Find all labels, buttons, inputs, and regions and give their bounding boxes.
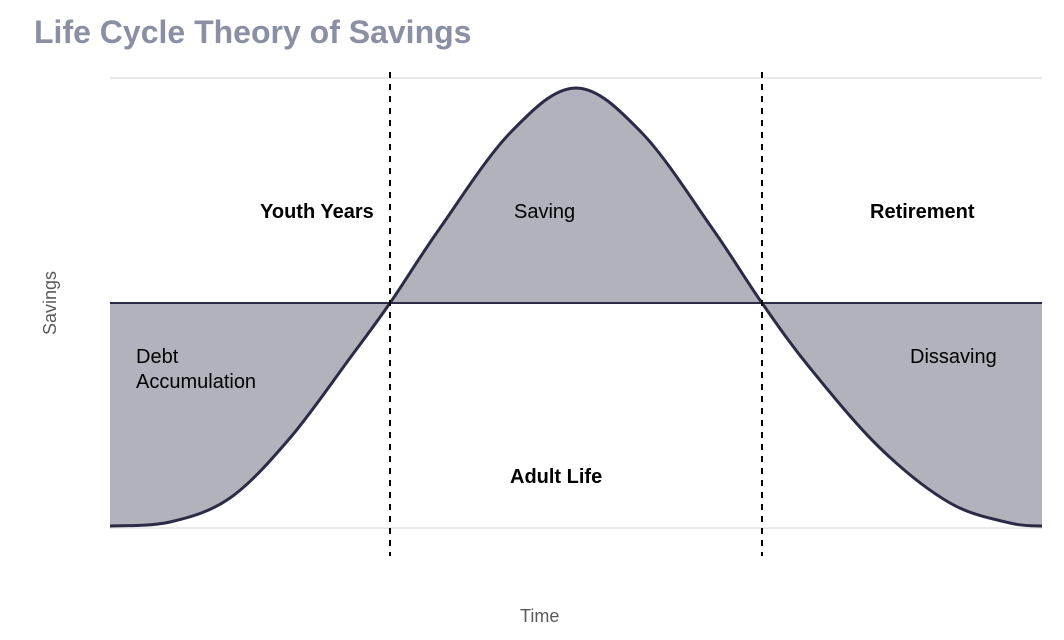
page: Life Cycle Theory of Savings Savings Tim…	[0, 0, 1064, 640]
phase-label-adult: Adult Life	[510, 465, 602, 490]
y-axis-label: Savings	[40, 271, 61, 335]
region-label-dissaving: Dissaving	[910, 345, 997, 370]
phase-label-youth: Youth Years	[260, 200, 374, 225]
region-label-saving: Saving	[514, 200, 575, 225]
phase-label-retirement: Retirement	[870, 200, 974, 225]
x-axis-label: Time	[520, 606, 559, 627]
page-title: Life Cycle Theory of Savings	[34, 14, 471, 51]
region-label-debt: DebtAccumulation	[136, 345, 256, 395]
